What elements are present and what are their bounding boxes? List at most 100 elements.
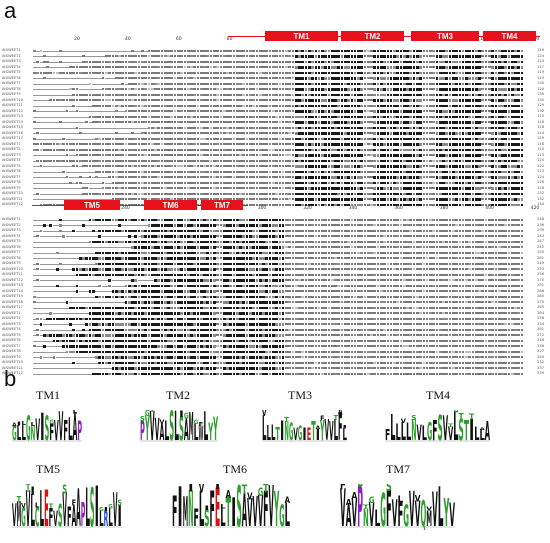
- sequence-residues: [33, 351, 524, 354]
- tm-region-box: TM1: [265, 31, 338, 41]
- logo-title: TM1: [36, 388, 60, 403]
- sequence-residues: [33, 77, 524, 80]
- sequence-residues: [33, 230, 524, 233]
- logo-residue: I: [188, 484, 193, 495]
- sequence-residues: [33, 121, 524, 124]
- sequence-residues: [33, 165, 524, 168]
- tm-region-box: TM2: [341, 31, 404, 41]
- sequence-residues: [33, 356, 524, 359]
- ruler-tick-label: 360: [394, 206, 403, 211]
- logo-residue: Y: [213, 411, 218, 444]
- ruler-tick-label: 20: [74, 37, 80, 42]
- logo-residue: S: [62, 484, 67, 496]
- sequence-residues: [33, 318, 524, 321]
- ruler-tick-label: 400: [485, 206, 494, 211]
- sequence-residues: [33, 182, 524, 185]
- ruler-tick-label: 40: [125, 37, 131, 42]
- sequence-end-position: 239: [528, 371, 544, 377]
- logo-residue: G: [369, 495, 375, 505]
- sequence-residues: [33, 143, 524, 146]
- ruler-tick-label: 420: [531, 206, 540, 211]
- sequence-residues: [33, 329, 524, 332]
- logo-residue: A: [285, 495, 290, 505]
- sequence-residues: [33, 187, 524, 190]
- sequence-residues: [33, 263, 524, 266]
- sequence-residues: [33, 235, 524, 238]
- sequence-residues: [33, 362, 524, 365]
- sequence-residues: [33, 110, 524, 113]
- sequence-residues: [33, 373, 524, 376]
- ruler-tick-label: 60: [176, 37, 182, 42]
- sequence-residues: [33, 127, 524, 130]
- ruler-tick-label: 240: [121, 206, 130, 211]
- sequence-residues: [33, 149, 524, 152]
- logo-residue: I: [215, 484, 220, 493]
- sequence-residues: [33, 345, 524, 348]
- ruler-tick-label: 320: [303, 206, 312, 211]
- tm-region-box: TM3: [411, 31, 479, 41]
- logo-residue: P: [77, 416, 82, 444]
- sequence-residues: [33, 340, 524, 343]
- sequence-residues: [33, 257, 524, 260]
- ruler-tick-label: 80: [227, 37, 233, 42]
- logo-residue: S: [117, 499, 122, 508]
- sequence-residues: [33, 193, 524, 196]
- sequence-logo: PSYGVTVAVLSLSIAGMLGWFLYY: [140, 410, 218, 444]
- sequence-logo: VFAAVAPGNTVGLGFSVFLGVVVQMVVLYV: [340, 484, 455, 530]
- sequence-residues: [33, 290, 524, 293]
- sequence-residues: [33, 154, 524, 157]
- tm-region-box: TM4: [483, 31, 536, 41]
- tm-region-box: TM5: [64, 200, 120, 210]
- sequence-residues: [33, 279, 524, 282]
- sequence-residues: [33, 274, 524, 277]
- logo-residue: I: [343, 424, 347, 430]
- logo-residue: V: [449, 498, 455, 530]
- sequence-residues: [33, 66, 524, 69]
- sequence-residues: [33, 176, 524, 179]
- logo-title: TM3: [288, 388, 312, 403]
- sequence-residues: [33, 83, 524, 86]
- sequence-residues: [33, 323, 524, 326]
- sequence-logo: FLLLVLNSVLGFSVVTLGSTTITLLAA: [385, 410, 490, 444]
- sequence-residues: [33, 105, 524, 108]
- logo-residue: F: [340, 484, 346, 493]
- sequence-residues: [33, 268, 524, 271]
- logo-residue: I: [30, 484, 35, 498]
- sequence-residues: [33, 138, 524, 141]
- sequence-residues: [33, 307, 524, 310]
- logo-residue: T: [469, 412, 475, 421]
- logo-residue: V: [199, 484, 205, 495]
- sequence-residues: [33, 61, 524, 64]
- sequence-residues: [33, 72, 524, 75]
- ruler-tick-label: 340: [349, 206, 358, 211]
- logo-residue: V: [262, 410, 267, 419]
- logo-residue: A: [338, 410, 343, 417]
- sequence-residues: [33, 246, 524, 249]
- sequence-residues: [33, 285, 524, 288]
- logo-title: TM5: [36, 462, 60, 477]
- logo-residue: I: [95, 484, 100, 497]
- panel-label-b: b: [4, 366, 16, 392]
- tm-region-box: TM7: [201, 200, 243, 210]
- sequence-residues: [33, 301, 524, 304]
- ruler-tick-label: 380: [440, 206, 449, 211]
- sequence-residues: [33, 296, 524, 299]
- sequence-residues: [33, 241, 524, 244]
- sequence-residues: [33, 312, 524, 315]
- logo-residue: A: [485, 417, 490, 444]
- sequence-residues: [33, 224, 524, 227]
- sequence-residues: [33, 99, 524, 102]
- sequence-residues: [33, 116, 524, 119]
- sequence-residues: [33, 94, 524, 97]
- sequence-residues: [33, 88, 524, 91]
- logo-title: TM6: [223, 462, 247, 477]
- logo-title: TM2: [166, 388, 190, 403]
- logo-title: TM7: [386, 462, 410, 477]
- tm-region-box: TM6: [144, 200, 197, 210]
- sequence-residues: [33, 132, 524, 135]
- sequence-residues: [33, 252, 524, 255]
